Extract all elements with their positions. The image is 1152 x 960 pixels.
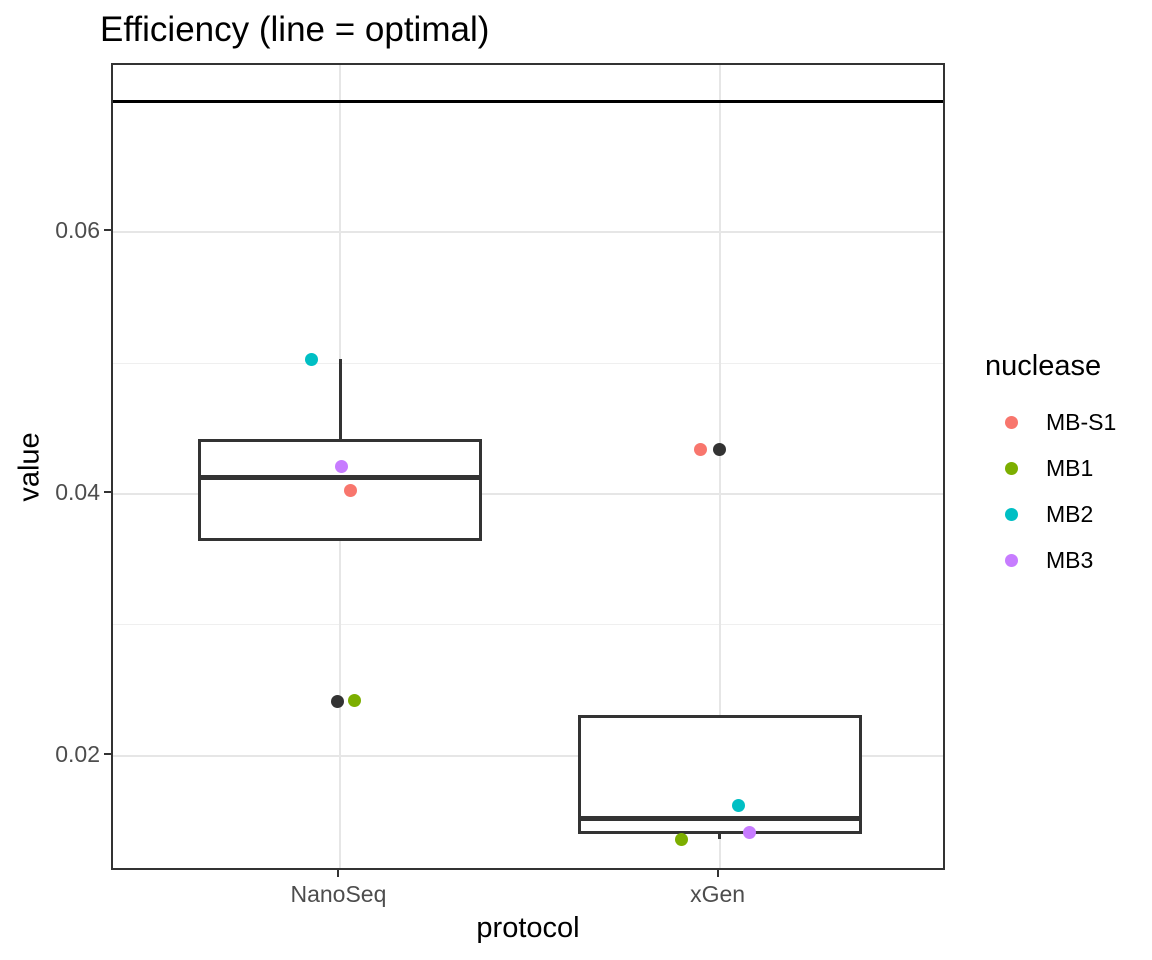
- gridline-minor-h: [113, 362, 943, 364]
- gridline-major-h: [113, 231, 943, 234]
- legend: nuclease MB-S1 MB1 MB2 MB3: [985, 350, 1116, 583]
- gridline-major-h: [113, 493, 943, 495]
- y-axis-title: value: [13, 431, 46, 502]
- legend-title: nuclease: [985, 350, 1102, 382]
- x-tick-label: xGen: [690, 881, 746, 907]
- boxplot-median: [198, 474, 483, 480]
- boxplot-median: [577, 815, 862, 821]
- y-tick-label: 0.04: [55, 479, 100, 505]
- legend-item-mb3: MB3: [985, 537, 1116, 583]
- legend-swatch-icon: [1005, 553, 1018, 567]
- jitter-point-mb3: [334, 460, 348, 474]
- optimal-reference-line: [113, 100, 943, 104]
- gridline-major-h: [113, 754, 943, 757]
- legend-swatch-icon: [1005, 415, 1018, 429]
- jitter-point-mb2: [732, 798, 746, 812]
- y-axis-tick: [104, 752, 111, 755]
- jitter-point-mb-s1: [694, 443, 708, 457]
- legend-item-mb1: MB1: [985, 445, 1116, 491]
- y-tick-label: 0.06: [55, 217, 100, 244]
- plot-panel: [111, 63, 945, 870]
- gridline-major-v: [718, 65, 721, 868]
- y-axis-tick: [104, 229, 111, 232]
- legend-swatch-icon: [1005, 507, 1018, 521]
- legend-label: MB3: [1046, 546, 1094, 573]
- jitter-point-mb-s1: [343, 483, 357, 497]
- jitter-point-mb3: [743, 826, 757, 840]
- legend-item-mb-s1: MB-S1: [985, 399, 1116, 445]
- jitter-point-mb1: [675, 832, 689, 846]
- jitter-point-unlabeled: [330, 695, 344, 709]
- y-axis-tick: [104, 491, 111, 493]
- jitter-point-unlabeled: [713, 443, 727, 457]
- legend-label: MB2: [1046, 500, 1094, 527]
- boxplot-box-nanoseq: [198, 439, 483, 542]
- y-tick-label: 0.02: [55, 740, 100, 767]
- boxplot-box-xgen: [577, 715, 862, 835]
- jitter-point-mb2: [304, 352, 318, 366]
- gridline-minor-h: [113, 624, 943, 626]
- legend-items: MB-S1 MB1 MB2 MB3: [985, 399, 1116, 583]
- jitter-point-mb1: [347, 694, 361, 708]
- x-axis-tick: [716, 870, 719, 877]
- x-axis-title: protocol: [476, 912, 580, 944]
- legend-swatch-icon: [1005, 461, 1018, 475]
- upper-whisker: [338, 359, 342, 440]
- lower-whisker: [718, 834, 722, 840]
- chart-title: Efficiency (line = optimal): [100, 10, 490, 49]
- legend-item-mb2: MB2: [985, 491, 1116, 537]
- x-tick-label: NanoSeq: [290, 881, 387, 907]
- legend-label: MB1: [1046, 454, 1094, 481]
- legend-label: MB-S1: [1046, 408, 1117, 435]
- x-axis-tick: [337, 870, 340, 877]
